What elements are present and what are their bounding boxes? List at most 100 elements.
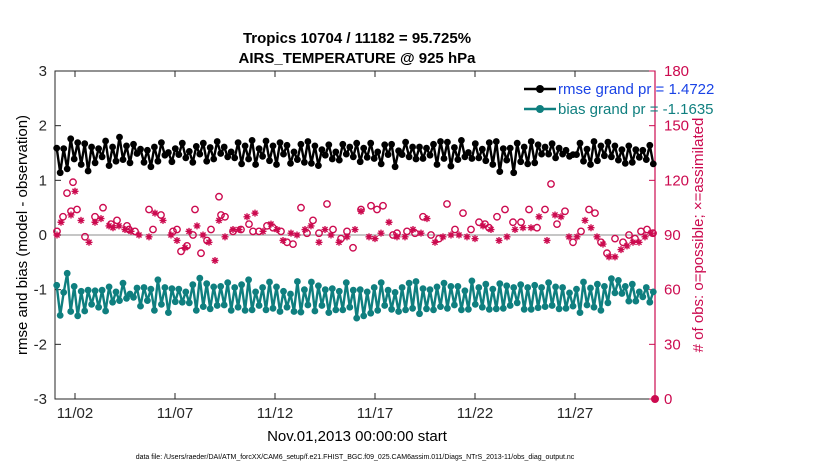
obs-assimilated-marker: [431, 238, 439, 246]
rmse-point: [447, 162, 455, 170]
obs-assimilated-marker: [185, 227, 193, 235]
bias-point: [140, 284, 148, 291]
bias-point: [332, 306, 340, 314]
bias-point: [625, 297, 633, 305]
bias-point: [503, 282, 511, 290]
obs-possible-marker: [643, 225, 651, 234]
obs-possible-marker: [81, 232, 89, 241]
rmse-point: [81, 140, 89, 148]
bias-point: [475, 284, 483, 291]
bias-point: [151, 307, 158, 314]
rmse-point: [213, 138, 221, 145]
bias-point: [642, 284, 650, 291]
bias-point: [367, 309, 375, 317]
rmse-point: [639, 146, 647, 154]
rmse-point: [294, 156, 301, 164]
legend-bias-marker: [536, 105, 544, 113]
bias-point: [608, 275, 615, 283]
bias-point: [137, 302, 144, 310]
rmse-point: [98, 153, 106, 161]
obs-assimilated-marker: [259, 227, 267, 235]
obs-assimilated-marker: [551, 211, 559, 219]
bias-point: [224, 279, 232, 286]
rmse-point: [611, 142, 619, 150]
rmse-point: [363, 154, 371, 161]
rmse-point: [311, 142, 319, 150]
rmse-point: [360, 144, 368, 152]
rmse-point: [601, 152, 608, 160]
obs-possible-marker: [215, 192, 223, 201]
bias-point: [178, 298, 186, 306]
rmse-point: [84, 167, 92, 175]
bias-point: [419, 285, 427, 292]
rmse-point: [262, 137, 270, 145]
rmse-point: [301, 158, 308, 166]
obs-assimilated-marker: [565, 233, 573, 241]
rmse-point: [328, 155, 336, 163]
obs-possible-marker: [323, 200, 331, 208]
bias-point: [437, 303, 444, 310]
bias-point: [485, 305, 493, 313]
rmse-point: [224, 153, 232, 161]
rmse-point: [217, 150, 225, 157]
rmse-point: [321, 151, 329, 159]
obs-assimilated-marker: [623, 242, 631, 250]
obs-assimilated-marker: [479, 222, 487, 230]
bias-point: [555, 305, 563, 313]
legend-bias-label: bias grand pr = -1.1635: [558, 101, 714, 118]
obs-assimilated-marker: [215, 216, 223, 224]
rmse-point: [576, 139, 584, 147]
bias-point: [416, 310, 423, 318]
obs-assimilated-marker: [593, 233, 601, 241]
rmse-point: [266, 157, 273, 165]
rmse-point: [60, 145, 68, 153]
rmse-point: [517, 158, 525, 166]
x-tick-label: 11/17: [357, 405, 393, 422]
rmse-point: [440, 155, 448, 162]
bias-point: [77, 287, 85, 295]
obs-assimilated-marker: [229, 226, 237, 234]
bias-point: [280, 287, 287, 295]
rmse-point: [70, 155, 78, 163]
rmse-point: [604, 138, 612, 146]
bias-point: [154, 276, 162, 284]
bias-point: [576, 309, 584, 316]
obs-assimilated-marker: [267, 220, 275, 228]
rmse-point: [304, 138, 312, 145]
rmse-point: [388, 140, 395, 148]
obs-assimilated-marker: [385, 218, 393, 226]
bias-point: [471, 301, 479, 308]
bias-point: [252, 288, 259, 296]
bias-point: [587, 284, 594, 292]
obs-possible-marker: [561, 207, 569, 216]
rmse-point: [199, 139, 207, 147]
bias-point: [583, 301, 591, 309]
rmse-point: [489, 161, 497, 168]
obs-possible-marker: [245, 220, 253, 229]
bias-point: [175, 285, 183, 293]
y-tick-label: -3: [34, 391, 47, 408]
rmse-point: [339, 140, 347, 148]
rmse-point: [444, 138, 451, 146]
y-tick-label: 0: [39, 227, 47, 244]
bias-point: [370, 284, 378, 291]
obs-possible-marker: [379, 201, 387, 210]
bias-point: [231, 284, 239, 291]
obs-possible-marker: [145, 205, 153, 214]
obs-possible-marker: [451, 225, 459, 234]
legend-rmse-marker: [536, 85, 544, 93]
rmse-point: [192, 143, 200, 150]
rmse-point: [471, 140, 479, 148]
bias-point: [569, 302, 577, 310]
y-tick-label: -2: [34, 336, 47, 353]
rmse-point: [252, 161, 259, 168]
bias-point: [91, 287, 99, 295]
obs-assimilated-marker: [629, 238, 637, 246]
rmse-point: [475, 154, 483, 162]
rmse-point: [206, 144, 214, 151]
legend: rmse grand pr = 1.4722 bias grand pr = -…: [524, 81, 714, 118]
rmse-point: [534, 141, 542, 149]
rmse-point: [109, 143, 116, 151]
rmse-point: [178, 139, 186, 147]
bias-point: [328, 285, 336, 292]
